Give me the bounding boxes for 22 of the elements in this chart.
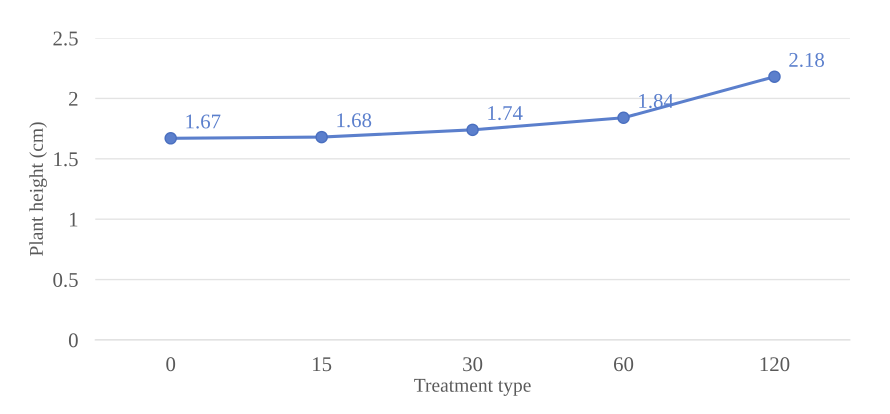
x-tick-label: 60: [614, 357, 634, 372]
y-tick-label: 1: [70, 212, 78, 226]
y-tick-label: 0: [68, 333, 78, 348]
y-tick-label: 1.5: [54, 152, 78, 166]
point: [315, 130, 328, 144]
point: [164, 132, 177, 145]
x-tick-label: 120: [760, 357, 790, 372]
x-tick-label: 30: [463, 357, 482, 372]
data-label: 1.67: [186, 114, 220, 129]
x-tick-label: 15: [313, 357, 332, 372]
y-tick-label: 2.5: [53, 32, 78, 46]
y-tick-label: 0.5: [53, 272, 78, 288]
y-tick-label: 2: [69, 92, 78, 106]
data-label: 2.18: [789, 52, 824, 68]
point: [466, 124, 479, 136]
data-label: 1.74: [488, 106, 523, 120]
y-axis-title: Plant height (cm): [29, 122, 47, 256]
data-label: 1.68: [337, 113, 372, 128]
point: [768, 70, 781, 83]
x-tick-label: 0: [166, 357, 176, 372]
x-axis-title: Treatment type: [414, 378, 531, 396]
point: [617, 112, 630, 124]
